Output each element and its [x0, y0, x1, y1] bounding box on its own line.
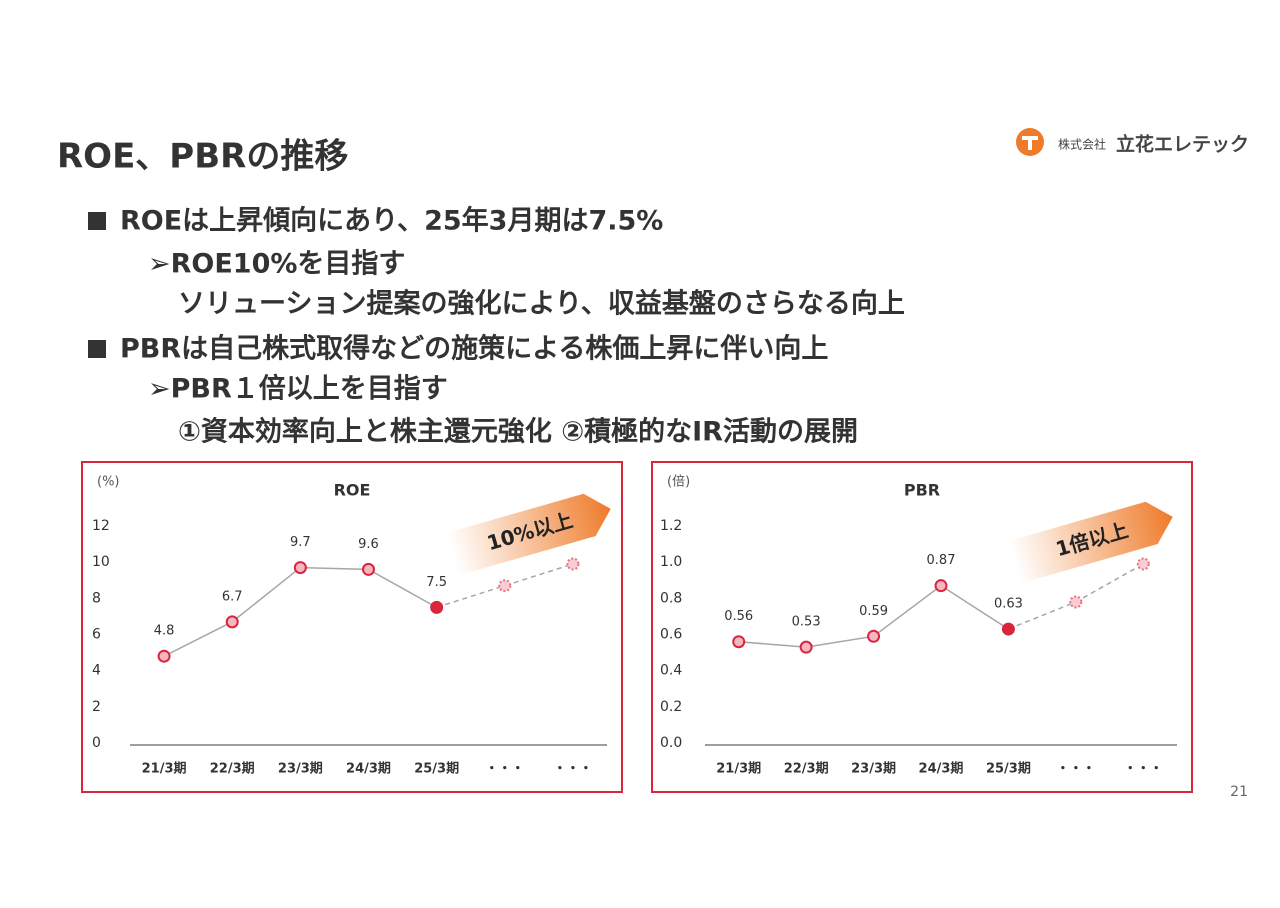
data-point [362, 562, 375, 576]
x-tick-label: ・・・ [553, 762, 592, 777]
unit-label: (%) [97, 475, 120, 490]
y-tick-label: 1.0 [660, 554, 682, 570]
logo-icon-part [1028, 136, 1032, 150]
data-label: 0.59 [859, 604, 888, 619]
data-point [799, 640, 813, 654]
y-tick-label: 12 [92, 518, 110, 534]
x-tick-label: 24/3期 [919, 762, 964, 777]
data-point [566, 557, 580, 571]
chart-title: PBR [904, 481, 940, 500]
data-point [293, 561, 307, 575]
x-tick-label: 22/3期 [784, 762, 829, 777]
sub-bullet: ①資本効率向上と株主還元強化 ②積極的なIR活動の展開 [178, 416, 858, 448]
sub-bullet: ➢ROE10%を目指す [148, 249, 405, 280]
data-point [1001, 622, 1015, 636]
x-tick-label: 23/3期 [851, 762, 896, 777]
logo-prefix: 株式会社 [1058, 137, 1106, 152]
x-tick-label: 24/3期 [346, 762, 391, 777]
data-label: 9.6 [358, 537, 379, 552]
y-tick-label: 0.4 [660, 663, 682, 679]
y-tick-label: 4 [92, 663, 101, 679]
x-tick-label: 25/3期 [986, 762, 1031, 777]
y-tick-label: 0 [92, 735, 101, 751]
data-point [225, 615, 239, 629]
data-label: 4.8 [154, 624, 175, 639]
y-tick-label: 0.6 [660, 627, 682, 643]
y-tick-label: 2 [92, 699, 101, 715]
data-point [498, 579, 512, 593]
data-label: 0.56 [724, 609, 753, 624]
data-point [1069, 595, 1083, 609]
annotation-arrow [1009, 501, 1173, 584]
x-tick-label: ・・・ [1056, 762, 1095, 777]
y-tick-label: 0.0 [660, 735, 682, 751]
annotation: 1倍以上 [1009, 501, 1173, 584]
x-tick-label: 22/3期 [210, 762, 255, 777]
data-point [867, 629, 881, 643]
unit-label: (倍) [667, 475, 690, 490]
data-point [430, 600, 444, 614]
data-point [157, 649, 171, 663]
chart-frame [81, 461, 623, 793]
logo: 株式会社 立花エレテック [1016, 128, 1249, 156]
series-line [163, 566, 438, 657]
y-tick-label: 1.2 [660, 518, 682, 534]
x-tick-label: 25/3期 [414, 762, 459, 777]
x-tick-label: 23/3期 [278, 762, 323, 777]
bullet: ROEは上昇傾向にあり、25年3月期は7.5% [120, 205, 663, 237]
sub-bullet: ➢PBR１倍以上を目指す [148, 373, 448, 405]
data-point [934, 579, 948, 593]
slide-title: ROE、PBRの推移 [57, 137, 348, 177]
y-tick-label: 0.2 [660, 699, 682, 715]
y-tick-label: 6 [92, 627, 101, 643]
annotation: 10%以上 [447, 493, 611, 576]
data-label: 0.53 [792, 615, 821, 630]
page-number: 21 [1230, 784, 1248, 800]
y-tick-label: 8 [92, 590, 101, 606]
y-tick-label: 0.8 [660, 590, 682, 606]
x-tick-label: ・・・ [485, 762, 524, 777]
y-tick-label: 10 [92, 554, 110, 570]
bullet: PBRは自己株式取得などの施策による株価上昇に伴い向上 [120, 333, 828, 365]
x-tick-label: 21/3期 [142, 762, 187, 777]
data-label: 7.5 [426, 575, 447, 590]
logo-name: 立花エレテック [1116, 133, 1249, 156]
data-label: 9.7 [290, 535, 311, 550]
annotation-arrow [447, 493, 611, 576]
bullet-square [88, 340, 106, 358]
data-label: 0.63 [994, 597, 1023, 612]
sub-bullet: ソリューション提案の強化により、収益基盤のさらなる向上 [178, 288, 905, 320]
x-tick-label: ・・・ [1124, 762, 1163, 777]
data-label: 6.7 [222, 589, 243, 604]
series-line [436, 563, 574, 609]
data-point [1136, 557, 1150, 571]
chart-frame [651, 461, 1193, 793]
bullet-square [88, 212, 106, 230]
x-tick-label: 21/3期 [716, 762, 761, 777]
data-point [732, 635, 746, 649]
chart-title: ROE [334, 481, 371, 500]
data-label: 0.87 [927, 553, 956, 568]
